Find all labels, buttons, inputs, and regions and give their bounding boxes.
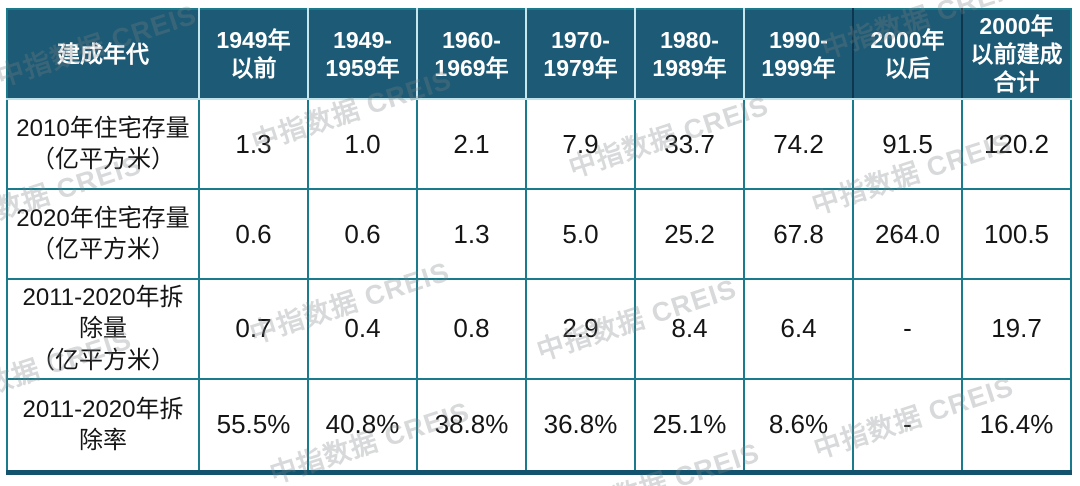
- data-cell: 8.4: [634, 278, 745, 380]
- data-cell: 264.0: [852, 188, 963, 281]
- header-pre-2000-total: 2000年 以前建成 合计: [962, 9, 1071, 101]
- data-cell: 100.5: [961, 188, 1072, 281]
- data-cell: 91.5: [852, 98, 963, 191]
- data-cell: -: [852, 278, 963, 380]
- table-header: 建成年代 1949年 以前 1949- 1959年 1960- 1969年 19…: [7, 9, 1071, 101]
- data-cell: 1.3: [416, 188, 527, 281]
- row-label-demolition-volume: 2011-2020年拆 除量 （亿平方米）: [6, 278, 200, 380]
- data-cell: 67.8: [743, 188, 854, 281]
- data-cell: 55.5%: [198, 377, 309, 474]
- table-row: 2011-2020年拆 除量 （亿平方米） 0.7 0.4 0.8 2.9 8.…: [6, 278, 1072, 380]
- table-row: 2020年住宅存量 （亿平方米） 0.6 0.6 1.3 5.0 25.2 67…: [6, 188, 1072, 281]
- header-1980-1989: 1980- 1989年: [635, 9, 745, 101]
- header-pre-1949: 1949年 以前: [199, 9, 309, 101]
- data-cell: 74.2: [743, 98, 854, 191]
- table-row: 2011-2020年拆 除率 55.5% 40.8% 38.8% 36.8% 2…: [6, 377, 1072, 474]
- data-cell: 6.4: [743, 278, 854, 380]
- data-cell: 33.7: [634, 98, 745, 191]
- header-1960-1969: 1960- 1969年: [417, 9, 527, 101]
- data-cell: 0.8: [416, 278, 527, 380]
- data-cell: 2.1: [416, 98, 527, 191]
- header-post-2000: 2000年 以后: [853, 9, 963, 101]
- data-cell: 1.0: [307, 98, 418, 191]
- data-cell: 25.1%: [634, 377, 745, 474]
- data-cell: 36.8%: [525, 377, 636, 474]
- header-built-era: 建成年代: [7, 9, 200, 101]
- housing-stock-table: 建成年代 1949年 以前 1949- 1959年 1960- 1969年 19…: [6, 8, 1072, 476]
- data-cell: 16.4%: [961, 377, 1072, 474]
- data-cell: 0.4: [307, 278, 418, 380]
- header-row: 建成年代 1949年 以前 1949- 1959年 1960- 1969年 19…: [7, 9, 1071, 101]
- data-cell: 19.7: [961, 278, 1072, 380]
- row-label-2010-stock: 2010年住宅存量 （亿平方米）: [6, 98, 200, 191]
- table-body: 2010年住宅存量 （亿平方米） 1.3 1.0 2.1 7.9 33.7 74…: [6, 98, 1072, 474]
- data-cell: 25.2: [634, 188, 745, 281]
- row-label-2020-stock: 2020年住宅存量 （亿平方米）: [6, 188, 200, 281]
- header-1949-1959: 1949- 1959年: [308, 9, 418, 101]
- data-cell: -: [852, 377, 963, 474]
- data-cell: 0.7: [198, 278, 309, 380]
- data-cell: 7.9: [525, 98, 636, 191]
- data-cell: 8.6%: [743, 377, 854, 474]
- data-cell: 120.2: [961, 98, 1072, 191]
- data-cell: 5.0: [525, 188, 636, 281]
- data-cell: 38.8%: [416, 377, 527, 474]
- data-cell: 40.8%: [307, 377, 418, 474]
- data-cell: 0.6: [307, 188, 418, 281]
- data-cell: 0.6: [198, 188, 309, 281]
- row-label-demolition-rate: 2011-2020年拆 除率: [6, 377, 200, 474]
- header-1990-1999: 1990- 1999年: [744, 9, 854, 101]
- header-1970-1979: 1970- 1979年: [526, 9, 636, 101]
- data-cell: 1.3: [198, 98, 309, 191]
- table-row: 2010年住宅存量 （亿平方米） 1.3 1.0 2.1 7.9 33.7 74…: [6, 98, 1072, 191]
- data-cell: 2.9: [525, 278, 636, 380]
